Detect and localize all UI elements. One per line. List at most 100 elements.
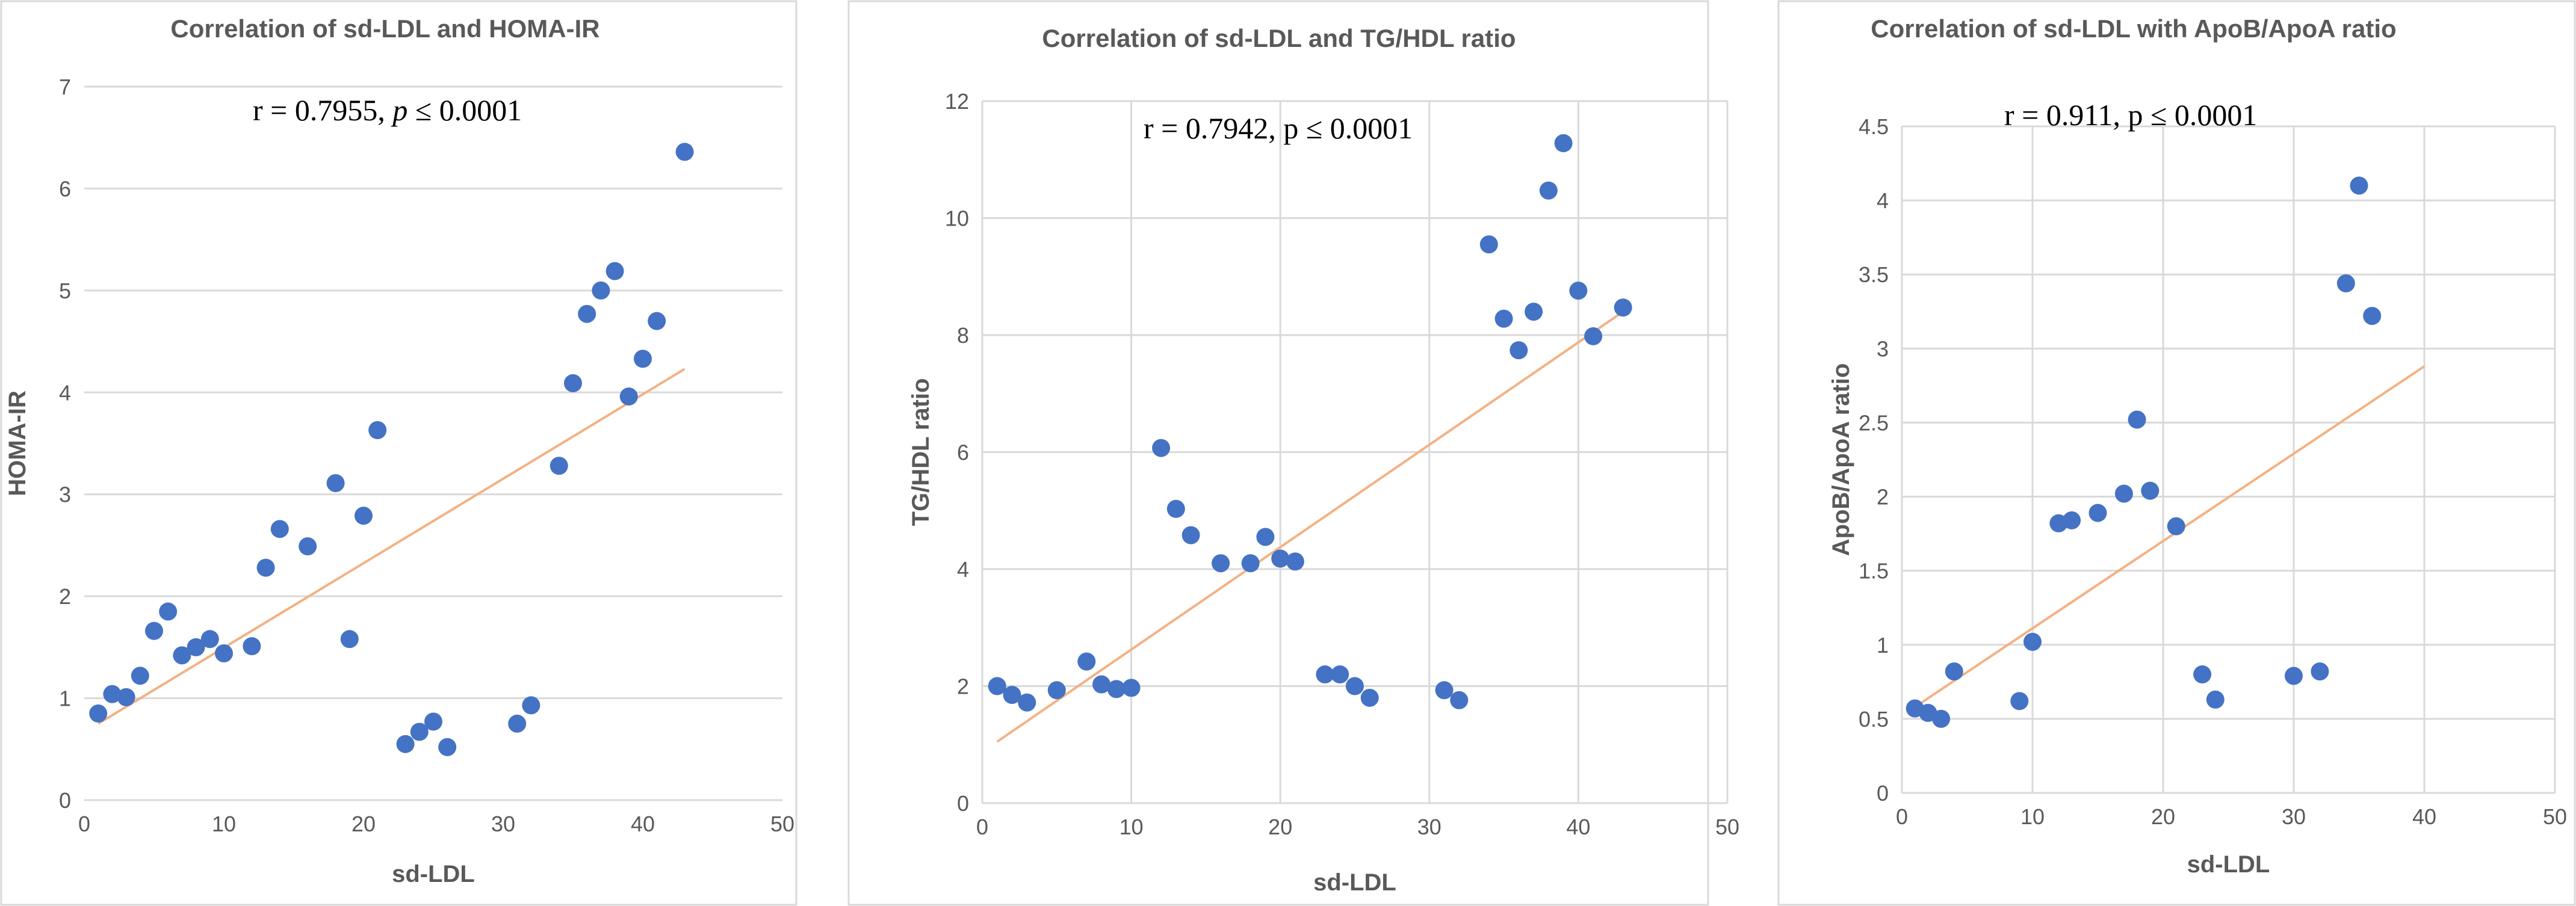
data-point <box>1479 235 1498 254</box>
x-tick-label: 0 <box>976 815 988 839</box>
data-point <box>2167 517 2185 535</box>
y-tick-label: 3.5 <box>1859 262 1889 287</box>
data-point <box>187 638 205 656</box>
data-point <box>648 312 666 330</box>
x-tick-label: 40 <box>631 812 655 836</box>
data-point <box>1256 528 1275 546</box>
data-point <box>619 387 638 406</box>
y-tick-label: 4.5 <box>1859 114 1889 139</box>
data-point <box>2023 632 2042 651</box>
data-point <box>1614 298 1632 317</box>
data-point <box>605 262 624 280</box>
x-tick-label: 30 <box>1417 815 1441 839</box>
data-point <box>1047 681 1066 700</box>
correlation-annotation: r = 0.911, p ≤ 0.0001 <box>2004 98 2257 132</box>
y-tick-label: 4 <box>59 380 71 405</box>
data-point <box>592 281 610 300</box>
data-point <box>522 696 540 715</box>
data-point <box>270 520 289 538</box>
chart-1: Correlation of sd-LDL and HOMA-IR 0 1 2 3 4 5 6… <box>0 0 797 906</box>
x-tick-label: 40 <box>2412 804 2436 829</box>
data-point <box>396 735 415 753</box>
data-point <box>988 677 1006 695</box>
data-point <box>508 714 527 733</box>
data-point <box>1331 665 1349 684</box>
chart-title: Correlation of sd-LDL and TG/HDL ratio <box>1042 24 1516 52</box>
data-point <box>2311 662 2329 681</box>
data-point <box>355 507 373 525</box>
x-tick-label: 50 <box>770 812 794 836</box>
data-point <box>1166 499 1185 518</box>
x-axis-label: sd-LDL <box>1313 869 1396 896</box>
correlation-annotation: r = 0.7942, p ≤ 0.0001 <box>1144 111 1413 145</box>
data-point <box>117 688 135 706</box>
data-point <box>2010 692 2029 710</box>
y-tick-label: 0 <box>957 791 969 816</box>
trendline <box>98 368 686 725</box>
data-point <box>2128 410 2146 429</box>
x-axis-label: sd-LDL <box>2187 851 2270 878</box>
x-tick-label: 20 <box>2151 804 2175 829</box>
data-point <box>1525 303 1543 321</box>
data-point <box>2141 481 2160 500</box>
data-point <box>1003 686 1021 704</box>
data-point <box>159 602 178 621</box>
data-point <box>438 738 457 756</box>
y-tick-label: 2 <box>957 674 969 699</box>
y-axis-label: TG/HDL ratio <box>908 378 934 526</box>
data-point <box>578 304 596 323</box>
y-tick-label: 10 <box>945 206 969 231</box>
data-point <box>1077 652 1096 671</box>
y-tick-label: 12 <box>945 89 969 114</box>
data-point <box>1584 327 1603 345</box>
data-point <box>550 457 568 475</box>
data-point <box>1241 554 1260 573</box>
data-point <box>1018 693 1036 712</box>
data-point <box>2063 511 2081 529</box>
trendline <box>996 310 1624 743</box>
data-point <box>1152 439 1171 457</box>
data-point <box>424 712 442 731</box>
data-point <box>1346 677 1364 695</box>
y-tick-label: 8 <box>957 323 969 348</box>
y-tick-label: 3 <box>1877 336 1889 361</box>
data-point <box>1932 709 1951 728</box>
data-point <box>326 474 345 493</box>
data-point <box>243 637 261 656</box>
data-point <box>89 704 108 723</box>
y-tick-label: 1 <box>59 686 71 711</box>
data-point <box>1435 681 1454 700</box>
data-point <box>1494 309 1513 328</box>
data-point <box>1212 554 1230 573</box>
data-point <box>2206 690 2225 709</box>
y-tick-label: 1 <box>1877 633 1889 658</box>
trendline <box>1914 365 2426 708</box>
data-point <box>1360 688 1379 707</box>
data-point <box>1554 134 1573 153</box>
x-tick-label: 10 <box>1119 815 1144 839</box>
data-point <box>299 537 317 556</box>
data-point <box>2350 176 2368 195</box>
data-point <box>1092 675 1111 694</box>
data-point <box>1286 552 1304 571</box>
chart-3: Correlation of sd-LDL with ApoB/ApoA rat… <box>1777 0 2576 906</box>
y-tick-label: 6 <box>59 176 71 201</box>
data-point <box>215 644 233 663</box>
data-point <box>340 630 359 649</box>
data-point <box>2336 274 2355 292</box>
x-tick-label: 50 <box>1715 815 1739 839</box>
data-point <box>2193 665 2212 684</box>
y-tick-label: 3 <box>59 482 71 507</box>
y-tick-label: 1.5 <box>1859 559 1889 584</box>
data-point <box>2114 484 2133 503</box>
x-tick-label: 20 <box>351 812 376 836</box>
data-point <box>2285 667 2303 685</box>
y-tick-label: 6 <box>957 440 969 465</box>
data-point <box>1181 526 1200 544</box>
data-point <box>1450 691 1469 709</box>
y-tick-label: 4 <box>957 557 969 582</box>
y-tick-label: 2 <box>59 584 71 609</box>
y-tick-label: 0.5 <box>1859 707 1889 732</box>
x-tick-label: 10 <box>2020 804 2045 829</box>
